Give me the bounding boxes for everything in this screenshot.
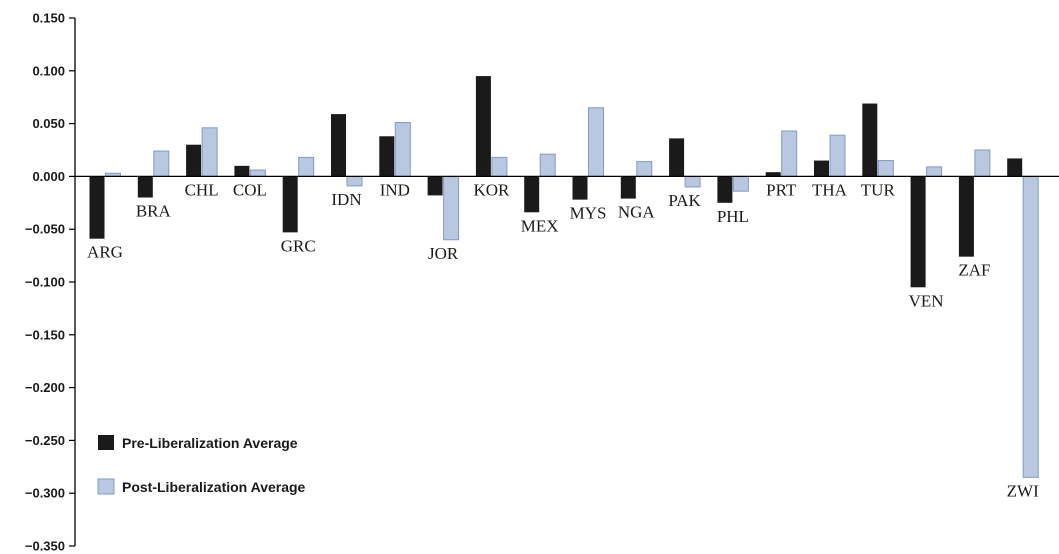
bar-post-chl	[201, 127, 218, 177]
category-label-phl: PHL	[717, 207, 749, 226]
legend-swatch-pre	[98, 435, 114, 450]
bar-pre-tur	[862, 103, 878, 177]
y-tick-label: −0.350	[25, 539, 65, 554]
bar-pre-pak	[669, 138, 685, 177]
bar-post-nga	[636, 161, 653, 177]
y-tick-label: −0.150	[25, 327, 65, 342]
bar-post-kor	[491, 156, 508, 177]
category-labels: ARG BRA CHL COL GRC IDN IND JOR KOR MEX MYS NGA PAK P…	[87, 180, 1039, 500]
category-label-mys: MYS	[570, 204, 607, 223]
y-axis: 0.150 0.100 0.050 0.000 −0.050 −0.100 −0.150 −0…	[25, 11, 76, 554]
bar-post-mex	[539, 153, 556, 177]
category-label-nga: NGA	[618, 203, 656, 222]
legend-label-post: Post-Liberalization Average	[122, 479, 306, 495]
bar-post-zaf	[974, 149, 991, 177]
bar-post-zwe	[1022, 175, 1039, 478]
bar-post-mys	[588, 107, 604, 177]
category-label-ven: VEN	[909, 291, 944, 310]
bar-pre-ind	[379, 136, 395, 177]
legend-label-pre: Pre-Liberalization Average	[122, 435, 298, 451]
bar-pre-kor	[475, 76, 491, 177]
bar-pre-bra	[137, 176, 153, 198]
bar-post-idn	[346, 175, 363, 187]
bar-post-jor	[443, 175, 460, 241]
bar-post-prt	[781, 130, 798, 177]
category-label-grc: GRC	[281, 236, 316, 255]
y-tick-label: −0.200	[25, 380, 65, 395]
category-label-prt: PRT	[766, 180, 797, 199]
bar-post-pak	[684, 175, 701, 188]
bar-pre-mex	[524, 176, 540, 213]
bar-post-ind	[394, 122, 411, 177]
y-tick-label: −0.050	[25, 222, 65, 237]
category-label-tur: TUR	[861, 180, 896, 199]
bar-pre-jor	[427, 176, 443, 196]
category-label-idn: IDN	[331, 190, 361, 209]
bar-post-col	[249, 169, 266, 177]
category-label-jor: JOR	[428, 244, 459, 263]
legend-swatch-post	[97, 478, 115, 495]
y-tick-label: −0.300	[25, 486, 65, 501]
bar-post-bra	[153, 150, 170, 177]
bar-pre-chl	[186, 144, 202, 177]
category-label-zaf: ZAF	[958, 261, 990, 280]
y-tick-label: 0.050	[32, 116, 65, 131]
category-label-ind: IND	[380, 180, 410, 199]
y-tick-label: 0.150	[32, 11, 65, 26]
category-label-kor: KOR	[473, 180, 510, 199]
category-label-col: COL	[233, 180, 267, 199]
bar-pre-col	[234, 165, 250, 177]
bar-post-tha	[829, 134, 846, 177]
bar-post-ven	[926, 166, 943, 177]
bar-post-phl	[732, 175, 749, 192]
bar-post-grc	[298, 156, 315, 177]
category-label-pak: PAK	[668, 191, 701, 210]
bar-pre-ven	[910, 176, 926, 288]
y-tick-label: −0.250	[25, 433, 65, 448]
category-label-tha: THA	[812, 180, 848, 199]
category-label-arg: ARG	[87, 243, 123, 262]
bar-pre-tha	[814, 160, 829, 177]
bar-pre-zwe	[1007, 158, 1023, 177]
bar-post-tur	[877, 160, 894, 177]
bar-pre-nga	[620, 176, 636, 199]
bar-pre-idn	[331, 114, 346, 177]
bar-pre-arg	[89, 176, 105, 239]
category-label-bra: BRA	[136, 202, 172, 221]
bar-pre-zaf	[958, 176, 974, 257]
legend: Pre-Liberalization Average Post-Liberali…	[97, 435, 306, 495]
y-tick-label: 0.100	[32, 63, 65, 78]
bar-pre-grc	[282, 176, 298, 233]
category-label-mex: MEX	[521, 216, 559, 235]
category-label-zwe: ZWI	[1007, 481, 1039, 500]
y-tick-label: 0.000	[32, 169, 65, 184]
category-label-chl: CHL	[185, 180, 219, 199]
bar-pre-prt	[765, 172, 781, 177]
bar-pre-phl	[717, 176, 733, 203]
bars	[89, 76, 1039, 478]
bar-pre-mys	[572, 176, 588, 200]
y-tick-label: −0.100	[25, 275, 65, 290]
